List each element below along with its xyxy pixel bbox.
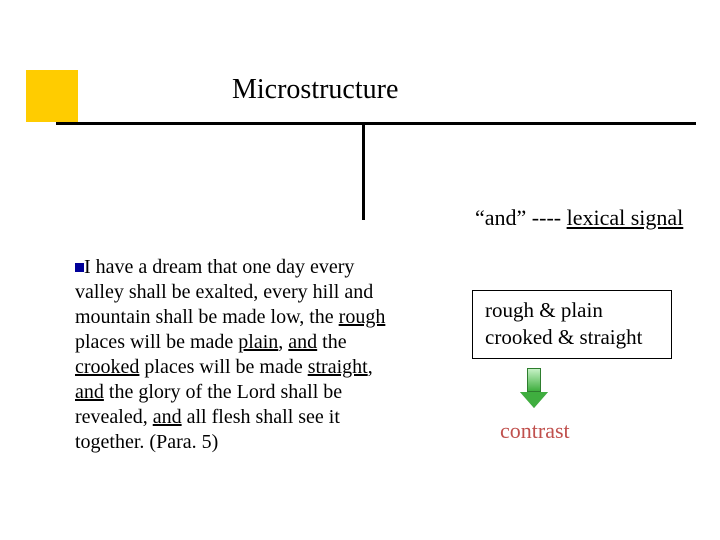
paragraph-body: I have a dream that one day every valley… [75, 255, 400, 455]
horizontal-divider [56, 122, 696, 125]
heading-suffix: lexical signal [567, 205, 684, 230]
box-line-1: rough & plain [485, 297, 663, 324]
contrast-box: rough & plain crooked & straight [472, 290, 672, 359]
down-arrow-icon [520, 368, 548, 408]
accent-square [26, 70, 78, 122]
contrast-label: contrast [500, 418, 570, 444]
vertical-divider [362, 122, 365, 220]
bullet-icon [75, 263, 84, 272]
slide-title: Microstructure [232, 74, 398, 106]
box-line-2: crooked & straight [485, 324, 663, 351]
paragraph-text: I have a dream that one day every valley… [75, 256, 385, 453]
heading-prefix: “and” ---- [475, 205, 567, 230]
lexical-signal-heading: “and” ---- lexical signal [475, 205, 683, 231]
